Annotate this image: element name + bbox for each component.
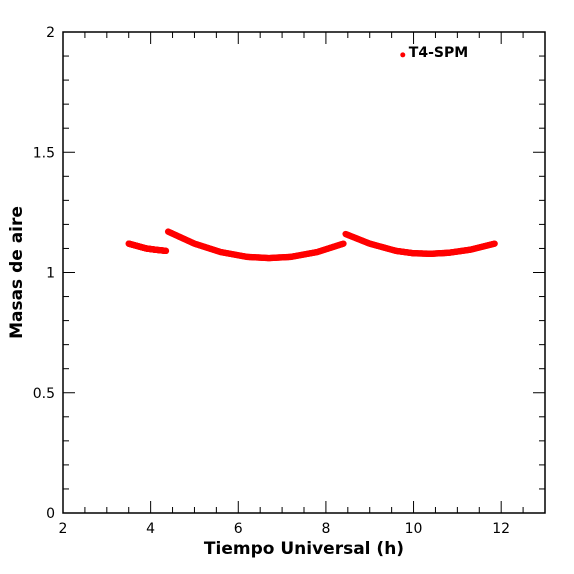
x-tick-label: 12 xyxy=(492,521,510,537)
y-tick-label: 1 xyxy=(46,266,55,282)
x-tick-label: 6 xyxy=(234,521,243,537)
plot-frame xyxy=(62,31,546,514)
data-segment xyxy=(164,228,347,262)
x-tick-labels: 2 4 6 8 10 12 xyxy=(59,521,511,537)
x-tick-label: 2 xyxy=(59,521,68,537)
data-segment xyxy=(125,240,170,255)
x-tick-label: 4 xyxy=(146,521,155,537)
legend-label: T4-SPM xyxy=(409,45,468,61)
y-tick-label: 1.5 xyxy=(33,145,55,161)
data-segment xyxy=(342,230,498,257)
data-point xyxy=(162,247,170,255)
data-point xyxy=(491,240,498,247)
data-point xyxy=(340,240,347,247)
legend-marker xyxy=(400,52,406,58)
x-axis-label: Tiempo Universal (h) xyxy=(204,539,404,559)
y-tick-label: 0 xyxy=(46,506,55,522)
x-tick-label: 8 xyxy=(321,521,330,537)
y-tick-label: 2 xyxy=(46,25,55,41)
y-tick-label: 0.5 xyxy=(33,386,55,402)
x-tick-label: 10 xyxy=(405,521,423,537)
axis-ticks xyxy=(62,31,546,514)
y-axis-label: Masas de aire xyxy=(7,206,27,339)
y-tick-labels: 0 0.5 1 1.5 2 xyxy=(33,25,55,522)
data-layer xyxy=(125,228,498,262)
